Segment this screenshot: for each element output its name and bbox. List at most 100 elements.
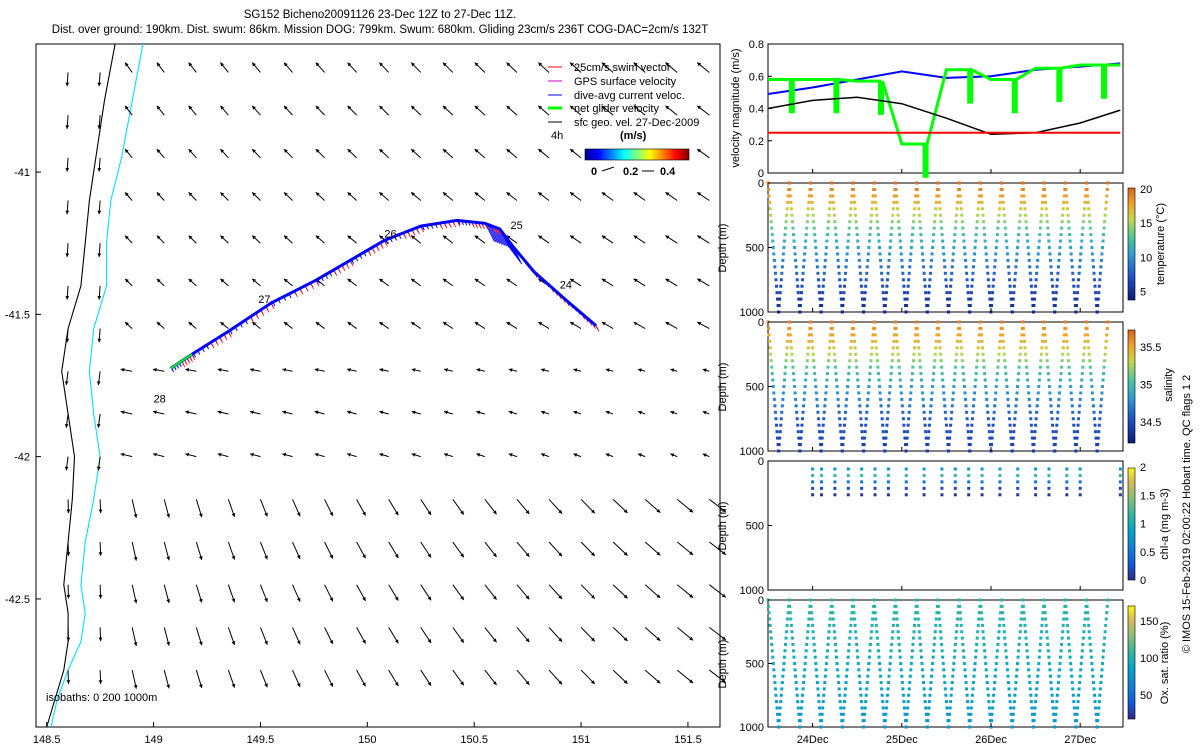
salinity-point [832, 346, 836, 350]
oxygen-point [1056, 687, 1060, 691]
salinity-point [793, 385, 797, 388]
oxygen-point [903, 712, 907, 716]
oxygen-point [1057, 674, 1061, 678]
chla-point [811, 467, 815, 471]
salinity-point [936, 320, 940, 324]
oxygen-point [853, 623, 857, 627]
oxygen-point [771, 662, 775, 665]
oxygen-point [796, 706, 800, 710]
salinity-point [1089, 372, 1093, 376]
oxygen-point [805, 636, 809, 640]
oxygen-ylabel: Depth (m) [717, 640, 729, 689]
sfc-velocity-arrowhead [590, 552, 595, 556]
oxygen-point [968, 719, 972, 723]
sfc-velocity-arrowhead [506, 149, 511, 153]
legend-time-note: 4h [551, 130, 563, 142]
oxygen-point [962, 662, 966, 665]
oxygen-point [1089, 649, 1093, 653]
sfc-velocity-arrowhead [411, 62, 415, 67]
legend-dac-label: dive-avg current veloc. [574, 90, 685, 102]
temperature-point [1003, 220, 1007, 224]
temperature-point [1082, 213, 1086, 217]
salinity-point [831, 339, 835, 343]
oxygen-point [1071, 693, 1075, 697]
salinity-point [948, 430, 952, 434]
salinity-point [846, 385, 850, 388]
salinity-point [781, 391, 785, 395]
temperature-point [813, 239, 817, 243]
salinity-point [1096, 443, 1100, 447]
oxygen-point [824, 662, 828, 665]
oxygen-point [795, 687, 799, 691]
oxygen-point [1097, 700, 1101, 704]
sfc-velocity-arrowhead [570, 192, 575, 196]
salinity-point [980, 346, 984, 350]
temperature-point [902, 291, 906, 295]
chla-point [886, 480, 890, 484]
salinity-point [1003, 365, 1007, 369]
temperature-point [1065, 200, 1069, 204]
oxygen-point [992, 687, 996, 691]
temperature-point [930, 258, 934, 262]
temperature-point [952, 239, 956, 243]
sfc-velocity-arrowhead [220, 278, 225, 283]
temperature-point [1042, 181, 1046, 185]
oxygen-point [1012, 700, 1016, 704]
temperature-point [948, 297, 952, 301]
oxygen-point [1046, 649, 1050, 653]
salinity-point [1006, 397, 1010, 401]
temperature-point [913, 200, 917, 204]
salinity-point [1032, 443, 1036, 447]
oxygen-point [827, 630, 831, 634]
oxygen-point [1067, 642, 1071, 646]
temperature-point [1091, 258, 1095, 262]
oxygen-point [779, 693, 783, 697]
temperature-point [1073, 297, 1077, 301]
temperature-point [982, 226, 986, 230]
oxygen-point [866, 674, 870, 678]
salinity-point [805, 365, 809, 369]
temperature-point [924, 297, 928, 301]
temperature-point [1079, 252, 1083, 256]
salinity-point [1022, 339, 1026, 343]
temperature-point [776, 297, 780, 301]
temperature-point [1074, 310, 1078, 314]
oxygen-point [960, 630, 964, 634]
salinity-point [870, 346, 874, 350]
oxygen-point [1015, 668, 1019, 672]
oxygen-point [842, 700, 846, 704]
temperature-point [947, 304, 951, 308]
chla-point [940, 473, 944, 477]
salinity-point [1007, 410, 1011, 414]
salinity-point [825, 372, 829, 376]
salinity-point [863, 430, 867, 434]
oxygen-point [833, 636, 837, 640]
oxygen-point [907, 687, 911, 691]
chla-point [886, 493, 890, 497]
salinity-point [921, 397, 925, 401]
salinity-point [1001, 339, 1005, 343]
oxygen-point [951, 674, 955, 678]
oxygen-point [927, 706, 931, 710]
temperature-point [898, 233, 902, 237]
temperature-point [1094, 291, 1098, 295]
salinity-point [930, 397, 934, 401]
temperature-point [918, 220, 922, 224]
oxygen-point [901, 693, 905, 697]
salinity-point [1048, 397, 1052, 401]
oxygen-point [937, 617, 941, 621]
temperature-point [1057, 252, 1061, 256]
temperature-point [996, 220, 1000, 224]
oxygen-point [940, 642, 944, 646]
chla-ytick-label: 0 [758, 456, 764, 468]
sfc-velocity-arrowhead [702, 368, 707, 373]
sfc-velocity-arrowhead [570, 62, 574, 67]
salinity-point [811, 346, 815, 350]
oxygen-point [1057, 668, 1061, 672]
oxygen-point [991, 700, 995, 704]
salinity-point [809, 326, 813, 330]
sfc-velocity-arrowhead [296, 640, 301, 645]
salinity-point [932, 365, 936, 369]
oxygen-point [870, 623, 874, 627]
temperature-point [1021, 181, 1025, 185]
